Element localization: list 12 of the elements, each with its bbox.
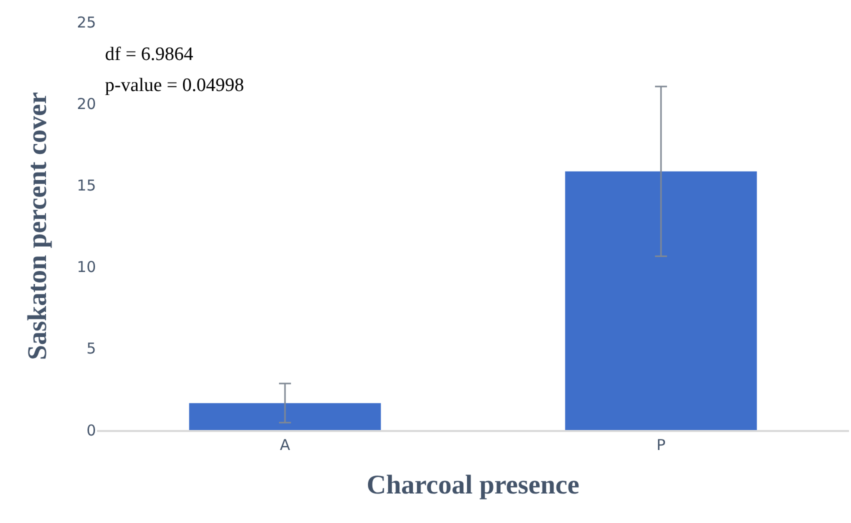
y-axis-title: Saskaton percent cover: [22, 92, 52, 360]
y-tick-label: 15: [76, 176, 96, 194]
x-axis-title: Charcoal presence: [366, 470, 580, 500]
y-tick-label: 0: [86, 421, 96, 440]
x-tick-label: A: [280, 436, 291, 454]
y-tick-label: 5: [86, 340, 96, 358]
y-tick-label: 10: [76, 258, 96, 276]
y-tick-label: 20: [76, 94, 96, 113]
annotation: df = 6.9864: [105, 44, 194, 65]
y-tick-label: 25: [76, 13, 96, 32]
annotation: p-value = 0.04998: [105, 75, 244, 96]
x-tick-label: P: [656, 436, 666, 454]
